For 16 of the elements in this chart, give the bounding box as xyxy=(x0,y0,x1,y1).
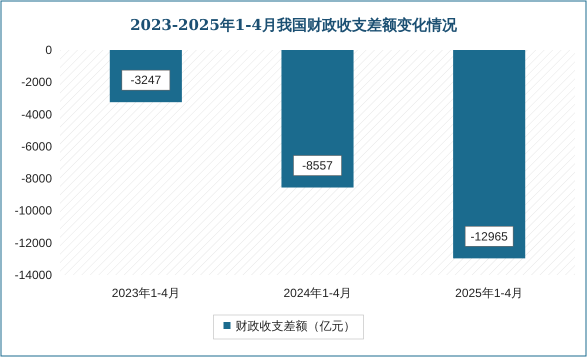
y-tick-label: -12000 xyxy=(14,236,52,250)
y-tick-label: -14000 xyxy=(14,268,52,282)
x-tick-label: 2023年1-4月 xyxy=(112,286,180,300)
data-label: -8557 xyxy=(302,158,334,173)
data-label: -12965 xyxy=(470,229,508,244)
y-tick-label: -10000 xyxy=(14,204,52,218)
y-tick-label: -2000 xyxy=(21,75,52,90)
y-tick-label: -8000 xyxy=(21,172,52,186)
x-tick-label: 2025年1-4月 xyxy=(455,286,524,300)
legend-label: 财政收支差额（亿元） xyxy=(236,319,356,333)
y-tick-label: -4000 xyxy=(21,107,52,122)
y-tick-label: 0 xyxy=(45,43,52,57)
chart-title: 2023-2025年1-4月我国财政收支差额变化情况 xyxy=(130,16,458,34)
y-tick-label: -6000 xyxy=(21,139,52,154)
data-label: -3247 xyxy=(130,73,162,88)
x-tick-label: 2024年1-4月 xyxy=(283,286,352,300)
